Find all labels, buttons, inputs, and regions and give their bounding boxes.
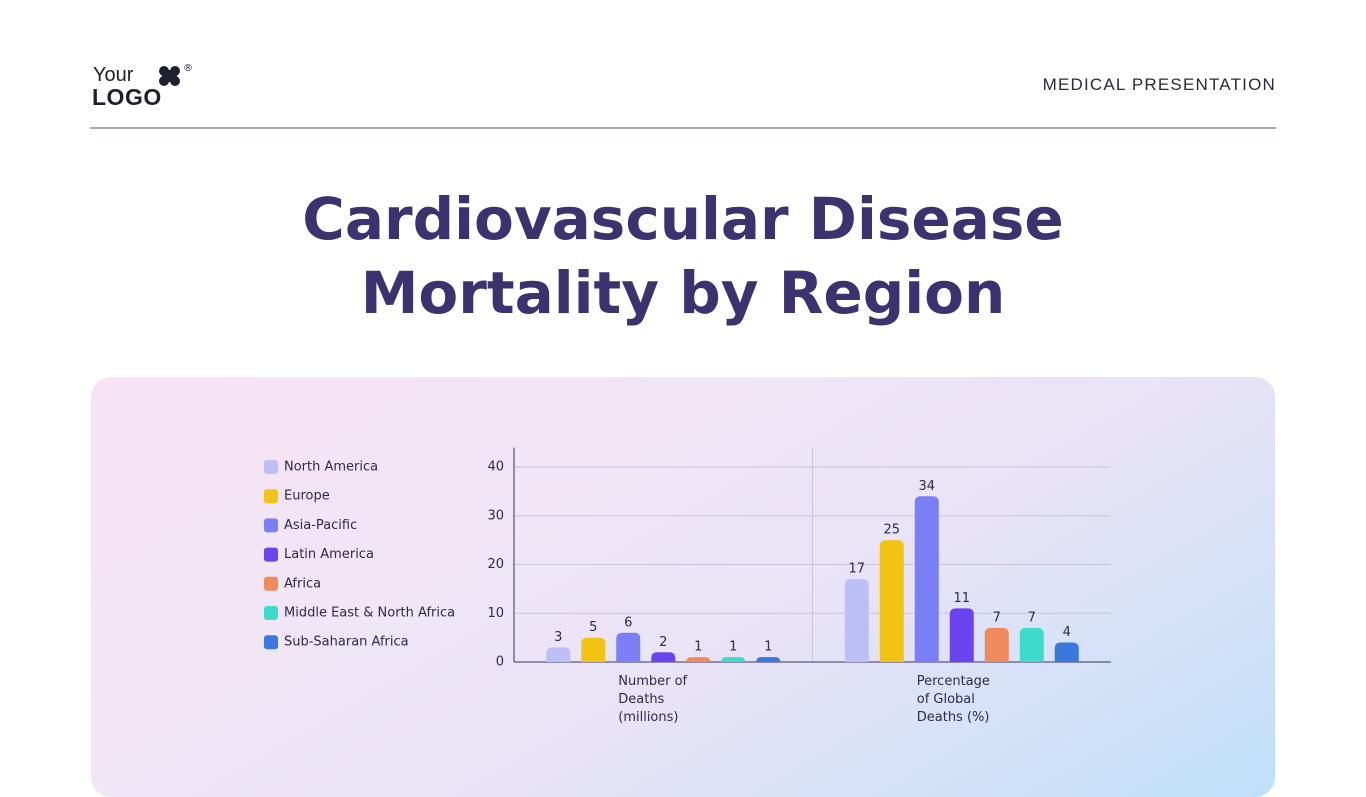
value-label: 1: [694, 640, 702, 655]
y-tick-label: 30: [487, 508, 504, 523]
value-label: 6: [624, 615, 632, 630]
chart-title: Cardiovascular Disease Mortality by Regi…: [302, 185, 1064, 327]
logo-text: Your: [93, 64, 134, 86]
x-tick-label: Number of Deaths (millions): [618, 674, 688, 725]
legend-label: Sub-Saharan Africa: [284, 635, 409, 650]
value-label: 34: [918, 479, 935, 494]
legend-swatch: [264, 635, 278, 650]
bar: [1054, 642, 1079, 662]
logo-text: LOGO: [92, 84, 162, 110]
bar: [844, 579, 869, 662]
value-label: 1: [764, 640, 772, 655]
bar: [651, 652, 676, 662]
legend-swatch: [264, 460, 278, 474]
logo-icon: [159, 66, 180, 86]
bar: [721, 657, 746, 662]
value-label: 5: [589, 620, 597, 635]
legend-swatch: [264, 489, 278, 504]
y-tick-label: 0: [496, 655, 504, 670]
logo-mark: ®: [183, 63, 193, 74]
legend-swatch: [264, 576, 278, 591]
header-label: MEDICAL PRESENTATION: [1042, 75, 1276, 94]
value-label: 25: [883, 523, 900, 538]
value-label: 11: [953, 591, 970, 606]
y-tick-label: 20: [487, 557, 504, 572]
bar: [879, 540, 904, 662]
value-label: 17: [848, 562, 865, 577]
legend-label: Middle East & North Africa: [284, 606, 455, 621]
value-label: 1: [729, 640, 737, 655]
legend-swatch: [264, 606, 278, 620]
x-tick-label: Percentage of Global Deaths (%): [916, 674, 990, 725]
legend-label: Latin America: [284, 547, 374, 562]
y-tick-label: 10: [487, 606, 504, 621]
value-label: 4: [1063, 625, 1071, 640]
bar: [756, 657, 781, 662]
bar: [1019, 627, 1044, 662]
bar: [581, 637, 606, 662]
divider: [90, 127, 1276, 129]
value-label: 2: [659, 635, 667, 650]
bar: [949, 608, 974, 662]
legend-swatch: [264, 518, 278, 533]
legend-label: Asia-Pacific: [284, 518, 357, 533]
bar: [546, 647, 571, 662]
value-label: 7: [993, 610, 1001, 625]
legend-label: Africa: [284, 576, 321, 591]
legend-swatch: [264, 547, 278, 562]
bar: [686, 657, 711, 662]
legend-label: Europe: [284, 489, 330, 504]
chart-card: [91, 377, 1275, 797]
page: Your LOGO ® 0 10 20 30 40 3 5 6 2 1 1 1 17 25 34 11 7 7 4 N…: [90, 63, 1276, 797]
bar: [914, 496, 939, 662]
value-label: 7: [1028, 610, 1036, 625]
bar: [616, 632, 641, 662]
value-label: 3: [554, 630, 562, 645]
legend-label: North America: [284, 460, 378, 475]
bar: [984, 627, 1009, 662]
y-tick-label: 40: [487, 460, 504, 475]
